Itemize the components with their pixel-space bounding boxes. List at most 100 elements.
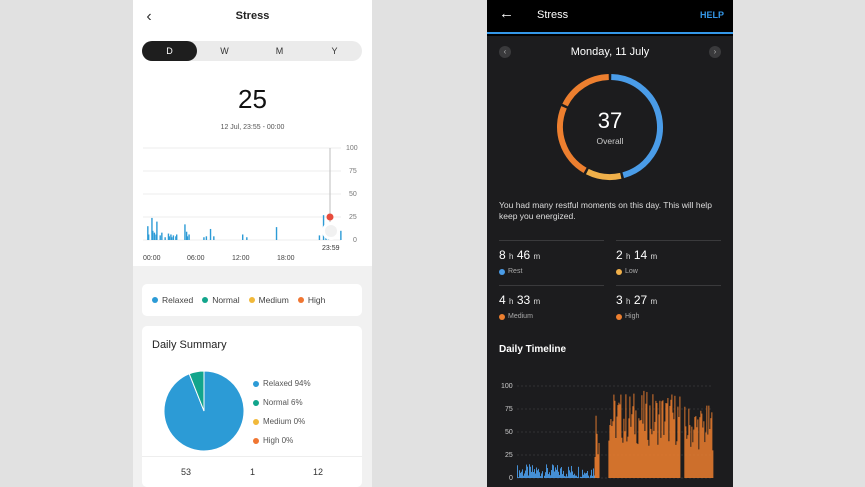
chart-bars — [517, 390, 714, 478]
timeline-bar — [592, 475, 593, 478]
help-button[interactable]: HELP — [699, 10, 724, 20]
timeline-bar — [647, 439, 649, 478]
timeline-bar — [695, 416, 697, 478]
timeline-bar — [575, 475, 576, 478]
timeline-bar — [677, 406, 679, 478]
stress-bar — [171, 237, 173, 240]
stress-bar-chart[interactable]: 100 75 50 25 0 23:59 00:00 06:00 12:00 1… — [133, 140, 372, 266]
timeline-bar — [570, 472, 571, 478]
right-header: ← Stress HELP — [487, 0, 733, 34]
timeline-bar — [697, 419, 699, 478]
duration-label: Medium — [499, 313, 533, 320]
timeline-bar — [555, 467, 556, 478]
timeline-bar — [608, 440, 610, 478]
timeline-bar — [676, 441, 678, 478]
timeline-bar — [540, 476, 541, 478]
timeline-bar — [634, 434, 636, 478]
y-tick-label: 100 — [346, 145, 358, 152]
stress-bar — [164, 237, 166, 240]
previous-day-icon[interactable]: ‹ — [499, 46, 511, 58]
stress-bar — [185, 231, 188, 240]
timeline-bar — [617, 405, 619, 478]
stress-bar — [170, 234, 172, 240]
medium-dot-icon — [253, 418, 259, 425]
timeline-bar — [687, 435, 689, 478]
timeline-bar — [561, 467, 562, 478]
timeline-bar — [665, 403, 667, 478]
timeline-bar — [590, 475, 591, 478]
timeline-bar — [694, 417, 696, 478]
timeline-bar — [581, 476, 582, 478]
stress-bar — [147, 234, 150, 240]
pie-legend: Relaxed 94% Normal 6% Medium 0% High 0% — [253, 374, 311, 450]
timeline-scrub-handle[interactable] — [322, 222, 340, 240]
relaxed-dot-icon — [152, 297, 158, 303]
timeline-bar — [688, 408, 690, 478]
x-tick-label: 12:00 — [232, 255, 250, 262]
timeline-bar — [591, 469, 592, 478]
timeline-bar — [593, 468, 594, 478]
pie-legend-label: Relaxed 94% — [263, 379, 311, 388]
timeline-bar — [568, 466, 569, 478]
timeline-bar — [533, 472, 534, 478]
legend-label: Relaxed — [162, 295, 194, 305]
tab-year[interactable]: Y — [331, 46, 338, 56]
timeline-bar — [564, 476, 565, 478]
timeline-bar — [625, 394, 627, 478]
timeline-bar — [658, 414, 660, 478]
timeline-bar — [706, 405, 708, 478]
legend-item-relaxed: Relaxed — [152, 295, 193, 305]
timeline-bar — [707, 434, 709, 478]
pie-slice — [188, 370, 205, 412]
timeline-bar — [701, 413, 703, 478]
duration-value: 3 h 27 m — [616, 293, 658, 307]
stress-bar — [155, 234, 157, 240]
timeline-bar — [708, 405, 710, 478]
count-value: 1 — [250, 467, 256, 477]
back-icon[interactable]: ‹ — [146, 8, 152, 25]
duration-medium: 4 h 33 m Medium — [499, 285, 604, 329]
timeline-bar — [545, 472, 546, 478]
timeline-bar — [567, 476, 568, 478]
timeline-bar — [661, 401, 663, 478]
timeline-bar — [544, 475, 545, 478]
timeline-bar — [651, 434, 653, 478]
y-tick-label: 50 — [349, 191, 357, 198]
timeline-bar — [585, 473, 586, 478]
daily-timeline-chart[interactable]: 100 75 50 25 0 — [487, 374, 733, 487]
duration-label: Low — [616, 268, 638, 275]
x-tick-label: 06:00 — [187, 255, 205, 262]
timeline-bar — [624, 431, 626, 478]
timeline-bar — [712, 450, 714, 478]
stress-bar — [209, 228, 212, 240]
relaxed-dot-icon — [253, 380, 259, 387]
timeline-bar — [615, 437, 617, 478]
timeline-bar — [620, 394, 622, 478]
pie-legend-item: High 0% — [253, 431, 311, 450]
timeline-bar — [662, 400, 664, 478]
stress-bar — [275, 227, 278, 240]
timeline-bar — [541, 473, 542, 478]
timeline-bar — [531, 471, 532, 478]
duration-label: Rest — [499, 268, 522, 275]
rest-dot-icon — [499, 268, 505, 275]
tab-month[interactable]: M — [275, 46, 284, 56]
ring-segment — [611, 74, 663, 179]
y-tick-label: 100 — [501, 383, 513, 390]
timeline-bar — [563, 470, 564, 478]
timeline-bar — [691, 426, 693, 478]
timeline-bar — [588, 475, 589, 478]
tab-day[interactable]: D — [142, 41, 197, 61]
tab-week[interactable]: W — [220, 46, 229, 56]
arrow-left-icon[interactable]: ← — [499, 5, 514, 22]
timeline-bar — [530, 466, 531, 478]
next-day-icon[interactable]: › — [709, 46, 721, 58]
timeline-bar — [673, 419, 675, 478]
duration-value: 8 h 46 m — [499, 248, 541, 262]
timeline-bar — [627, 436, 629, 478]
timeline-bar — [633, 393, 635, 478]
ring-segment — [562, 74, 609, 107]
timeline-bar — [650, 428, 652, 478]
timeline-bar — [559, 475, 560, 478]
